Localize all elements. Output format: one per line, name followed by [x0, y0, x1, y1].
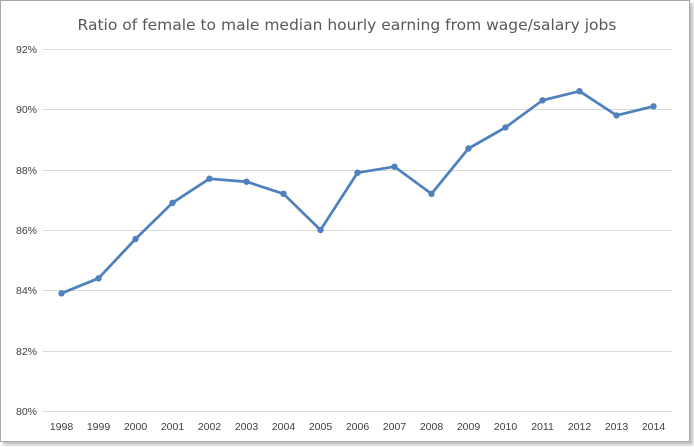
data-point	[465, 145, 472, 152]
y-tick-label: 92%	[16, 44, 37, 56]
x-tick-label: 2001	[161, 421, 185, 433]
x-tick-label: 2003	[235, 421, 259, 433]
x-tick-label: 2010	[494, 421, 518, 433]
data-point	[169, 199, 176, 206]
x-tick-label: 1999	[87, 421, 111, 433]
data-point	[576, 88, 583, 95]
x-tick-label: 2008	[420, 421, 444, 433]
y-tick-label: 86%	[16, 225, 37, 237]
data-point	[132, 235, 139, 243]
data-point	[502, 124, 509, 131]
data-point	[317, 226, 324, 234]
data-point	[243, 178, 250, 185]
series-layer	[58, 88, 657, 297]
data-point	[280, 190, 287, 197]
x-tick-label: 2014	[642, 421, 666, 433]
y-tick-label: 90%	[16, 104, 37, 116]
data-point	[58, 290, 65, 297]
x-tick-label: 2005	[309, 421, 333, 433]
x-tick-label: 2002	[198, 421, 222, 433]
data-point	[95, 275, 102, 282]
data-point	[613, 112, 620, 119]
x-tick-label: 2000	[124, 421, 148, 433]
y-tick-label: 82%	[16, 346, 37, 358]
x-tick-label: 2007	[383, 421, 407, 433]
x-tick-label: 2011	[531, 421, 554, 433]
x-tick-label: 2013	[605, 421, 629, 433]
data-point	[650, 103, 657, 110]
y-tick-label: 88%	[16, 165, 37, 177]
data-point	[428, 190, 435, 197]
data-point	[206, 175, 213, 182]
y-tick-label: 80%	[16, 406, 37, 418]
x-tick-label: 2004	[272, 421, 296, 433]
chart-title: Ratio of female to male median hourly ea…	[78, 16, 617, 34]
series-line	[60, 89, 655, 295]
data-point	[354, 169, 361, 176]
gridlines	[43, 49, 672, 412]
x-tick-label: 2009	[457, 421, 481, 433]
x-axis-ticks: 1998 1999 2000 2001 2002 2003 2004 2005 2006 2007…	[50, 421, 666, 433]
data-point	[391, 163, 398, 170]
data-point	[539, 97, 546, 104]
x-tick-label: 2012	[568, 421, 592, 433]
y-tick-label: 84%	[16, 285, 37, 297]
x-tick-label: 2006	[346, 421, 370, 433]
x-tick-label: 1998	[50, 421, 74, 433]
y-axis-ticks: 80% 82% 84% 86% 88% 90% 92%	[16, 44, 37, 418]
